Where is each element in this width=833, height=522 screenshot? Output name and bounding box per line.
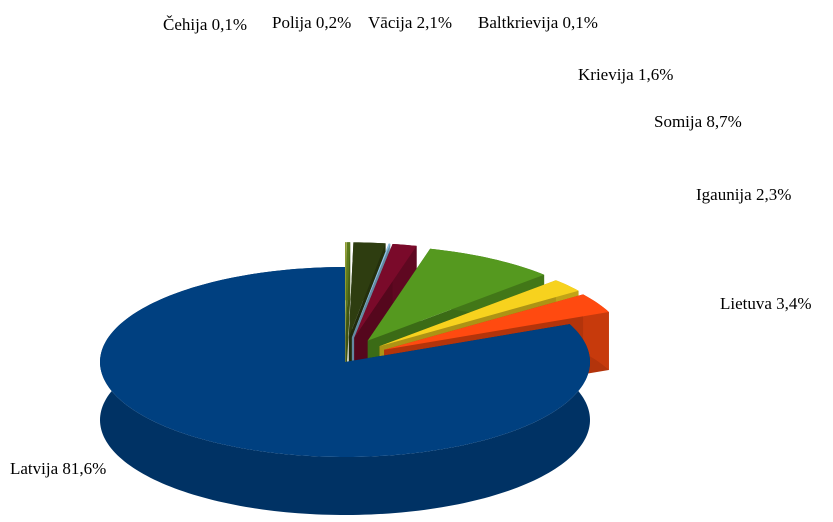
slice-label: Čehija 0,1% bbox=[163, 15, 247, 34]
category-name: Krievija bbox=[578, 65, 634, 84]
slice-label: Polija 0,2% bbox=[272, 13, 351, 32]
slice bbox=[354, 243, 417, 338]
value-label: 81,6% bbox=[62, 459, 106, 478]
labels: Čehija 0,1% Polija 0,2% Vācija 2,1% Baltkri… bbox=[10, 13, 812, 478]
value-label: 2,1% bbox=[417, 13, 452, 32]
value-label: 1,6% bbox=[638, 65, 673, 84]
category-name: Somija bbox=[654, 112, 703, 131]
value-label: 8,7% bbox=[706, 112, 741, 131]
value-label: 2,3% bbox=[756, 185, 791, 204]
slice bbox=[351, 243, 391, 338]
slice bbox=[345, 242, 351, 338]
slice-label: Somija 8,7% bbox=[654, 112, 742, 131]
slice-label: Vācija 2,1% bbox=[368, 13, 452, 32]
slice bbox=[100, 267, 590, 457]
category-name: Vācija bbox=[368, 13, 413, 32]
category-name: Lietuva bbox=[720, 294, 772, 313]
slice bbox=[345, 242, 347, 338]
slice bbox=[367, 248, 545, 341]
slice bbox=[384, 294, 609, 350]
category-name: Čehija bbox=[163, 15, 208, 34]
value-label: 0,1% bbox=[212, 15, 247, 34]
slice-label: Lietuva 3,4% bbox=[720, 294, 812, 313]
category-name: Polija bbox=[272, 13, 312, 32]
value-label: 0,2% bbox=[316, 13, 351, 32]
slice bbox=[348, 242, 386, 338]
slice-label: Latvija 81,6% bbox=[10, 459, 106, 478]
pie bbox=[100, 242, 609, 515]
category-name: Igaunija bbox=[696, 185, 752, 204]
value-label: 3,4% bbox=[776, 294, 811, 313]
category-name: Baltkrievija bbox=[478, 13, 559, 32]
slice-label: Krievija 1,6% bbox=[578, 65, 673, 84]
slice-label: Baltkrievija 0,1% bbox=[478, 13, 598, 32]
slice bbox=[379, 280, 579, 347]
category-name: Latvija bbox=[10, 459, 59, 478]
value-label: 0,1% bbox=[563, 13, 598, 32]
slice-label: Igaunija 2,3% bbox=[696, 185, 791, 204]
